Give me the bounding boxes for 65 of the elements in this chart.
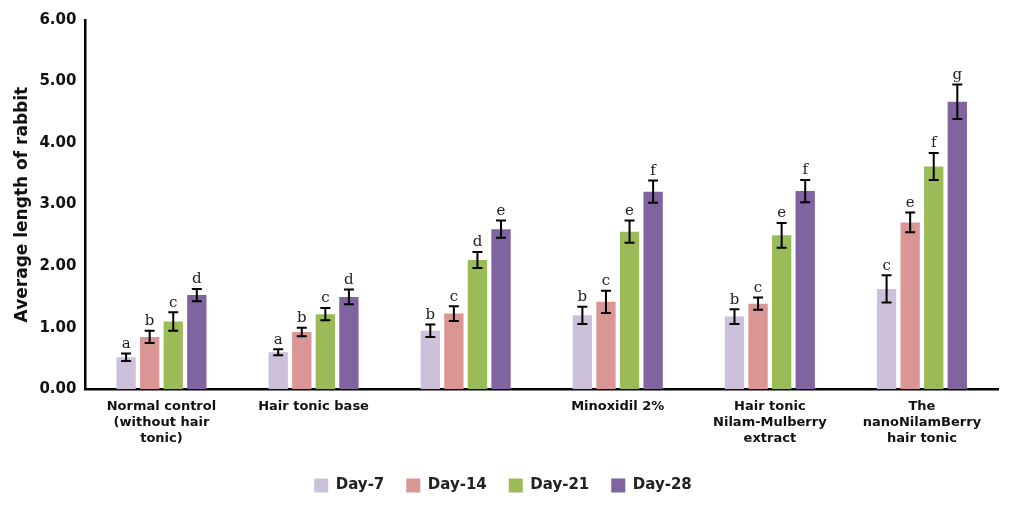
data-label: c xyxy=(449,286,459,305)
y-tick-label: 1.00 xyxy=(39,317,77,336)
bar xyxy=(268,352,288,390)
data-label: c xyxy=(321,288,330,307)
x-tick-label: The nanoNilamBerry hair tonic xyxy=(862,398,982,445)
data-label: f xyxy=(650,160,658,179)
y-tick-label: 4.00 xyxy=(39,132,77,151)
data-label: e xyxy=(625,200,635,219)
bar xyxy=(187,295,207,390)
x-tick-label: Hair tonic base xyxy=(258,398,370,414)
bar xyxy=(924,166,944,390)
x-tick-label: Minoxidil 2% xyxy=(571,398,665,414)
data-label: d xyxy=(192,269,203,288)
data-label: d xyxy=(344,269,355,288)
data-label: c xyxy=(169,292,178,311)
data-label: b xyxy=(577,287,588,306)
data-label: e xyxy=(496,200,506,219)
bar xyxy=(876,288,897,390)
legend-label: Day-21 xyxy=(530,475,590,494)
bar xyxy=(315,314,336,390)
y-tick-label: 5.00 xyxy=(39,71,77,90)
legend-label: Day-14 xyxy=(427,475,487,494)
bar xyxy=(467,259,488,390)
bar xyxy=(619,231,640,390)
data-label: b xyxy=(144,311,155,330)
y-tick-label: 3.00 xyxy=(39,194,77,213)
data-label: e xyxy=(905,192,915,211)
data-label: b xyxy=(296,308,307,327)
bar xyxy=(724,316,745,390)
bar xyxy=(491,229,511,390)
data-label: a xyxy=(121,333,131,352)
data-label: g xyxy=(952,65,963,83)
data-label: c xyxy=(753,277,763,296)
legend-label: Day-28 xyxy=(632,475,692,494)
bar xyxy=(116,357,136,390)
data-label: b xyxy=(729,289,740,308)
bar xyxy=(572,315,593,390)
bar xyxy=(163,321,183,390)
bar xyxy=(339,296,359,390)
data-label: c xyxy=(882,255,891,274)
bar xyxy=(596,301,616,390)
data-label: f xyxy=(930,133,938,152)
data-label: e xyxy=(777,203,787,222)
bar xyxy=(947,101,967,390)
bar xyxy=(140,336,160,390)
bar xyxy=(420,330,440,390)
bar xyxy=(643,191,663,390)
y-axis-title: Average length of rabbit xyxy=(10,86,31,323)
data-label: b xyxy=(425,304,436,323)
bar xyxy=(771,235,792,390)
bar xyxy=(795,191,815,390)
data-label: c xyxy=(601,271,611,290)
legend-label: Day-7 xyxy=(335,475,385,494)
bar xyxy=(748,303,768,390)
data-label: f xyxy=(802,160,810,179)
y-tick-label: 6.00 xyxy=(39,9,77,28)
data-label: a xyxy=(273,329,283,348)
y-tick-label: 2.00 xyxy=(39,256,77,275)
y-tick-label: 0.00 xyxy=(39,379,77,398)
data-label: d xyxy=(472,232,483,251)
bar xyxy=(900,222,920,390)
bar xyxy=(292,331,312,390)
bar xyxy=(444,313,464,390)
x-tick-label: Normal control (without hair tonic) xyxy=(106,398,217,445)
x-tick-label: Hair tonic Nilam-Mulberry extract xyxy=(713,398,828,445)
